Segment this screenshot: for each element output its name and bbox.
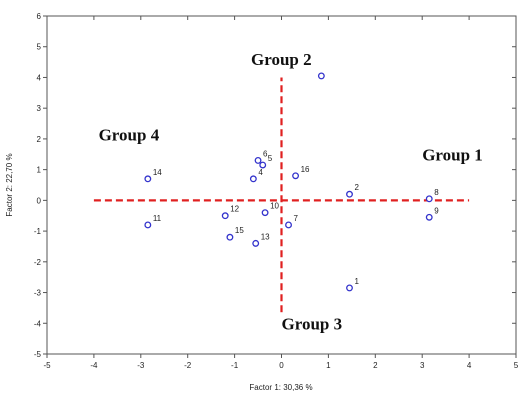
data-point-11: [144, 221, 152, 229]
x-tick-label: -4: [90, 361, 98, 370]
x-tick-label: -5: [43, 361, 51, 370]
group-annotation-bg: [275, 312, 362, 337]
x-axis-ticks: -5 -4 -3 -2 -1 0 1 2 3 4 5: [43, 16, 519, 370]
y-axis-title: Factor 2: 22,70 %: [5, 153, 14, 216]
group-annotation-4: Group 3: [282, 314, 343, 333]
x-tick-label: 4: [467, 361, 472, 370]
data-point-12: [221, 212, 229, 220]
point-label-6: 6: [263, 149, 268, 158]
x-tick-label: -2: [184, 361, 192, 370]
x-tick-label: 2: [373, 361, 378, 370]
data-point-5: [259, 161, 267, 169]
data-point-14: [144, 175, 152, 183]
data-point-3: [317, 72, 325, 80]
data-point-4: [249, 175, 257, 183]
x-tick-label: 0: [279, 361, 284, 370]
point-label-1: 1: [355, 277, 360, 286]
group-annotation-bg: [245, 48, 332, 73]
point-label-7: 7: [294, 214, 299, 223]
data-point-9: [425, 213, 433, 221]
x-tick-label: 5: [514, 361, 519, 370]
point-label-8: 8: [434, 188, 439, 197]
reference-lines: [93, 77, 470, 324]
x-axis-title: Factor 1: 30,36 %: [249, 383, 312, 392]
data-point-8: [425, 195, 433, 203]
group-annotation-bg: [92, 123, 179, 148]
x-tick-label: -3: [137, 361, 145, 370]
x-tick-label: 3: [420, 361, 425, 370]
y-tick-label: 6: [37, 12, 42, 21]
data-points: 12345678910111213141516: [144, 65, 439, 292]
point-label-12: 12: [230, 205, 239, 214]
y-tick-label: 4: [37, 73, 42, 82]
group-annotation-3: Group 1: [422, 145, 483, 164]
y-tick-label: 5: [37, 43, 42, 52]
x-tick-label: -1: [231, 361, 239, 370]
point-label-15: 15: [235, 226, 244, 235]
point-label-14: 14: [153, 168, 162, 177]
point-label-16: 16: [301, 165, 310, 174]
point-label-13: 13: [261, 232, 270, 241]
data-point-16: [292, 172, 300, 180]
point-label-9: 9: [434, 206, 439, 215]
data-point-2: [346, 190, 353, 198]
data-point-13: [252, 239, 260, 247]
y-tick-label: -1: [34, 227, 42, 236]
x-tick-label: 1: [326, 361, 331, 370]
y-tick-label: 2: [37, 135, 42, 144]
y-tick-label: -2: [34, 258, 42, 267]
group-annotation-bg: [416, 143, 503, 168]
data-point-6: [254, 156, 262, 164]
group-annotation-2: Group 4: [99, 125, 160, 144]
y-tick-label: 0: [37, 196, 42, 205]
data-point-1: [346, 284, 353, 292]
point-label-5: 5: [268, 154, 273, 163]
data-point-15: [226, 233, 234, 241]
group-annotations: Group 2 Group 4 Group 1 Group 3: [92, 48, 503, 337]
point-label-4: 4: [258, 168, 263, 177]
y-tick-label: -3: [34, 289, 42, 298]
y-tick-label: -4: [34, 319, 42, 328]
point-label-2: 2: [355, 183, 360, 192]
data-point-10: [261, 209, 269, 217]
point-label-10: 10: [270, 202, 279, 211]
y-tick-label: -5: [34, 350, 42, 359]
y-tick-label: 1: [37, 166, 42, 175]
y-tick-label: 3: [37, 104, 42, 113]
group-annotation-1: Group 2: [251, 50, 312, 69]
point-label-11: 11: [153, 214, 162, 223]
data-point-7: [285, 221, 292, 229]
